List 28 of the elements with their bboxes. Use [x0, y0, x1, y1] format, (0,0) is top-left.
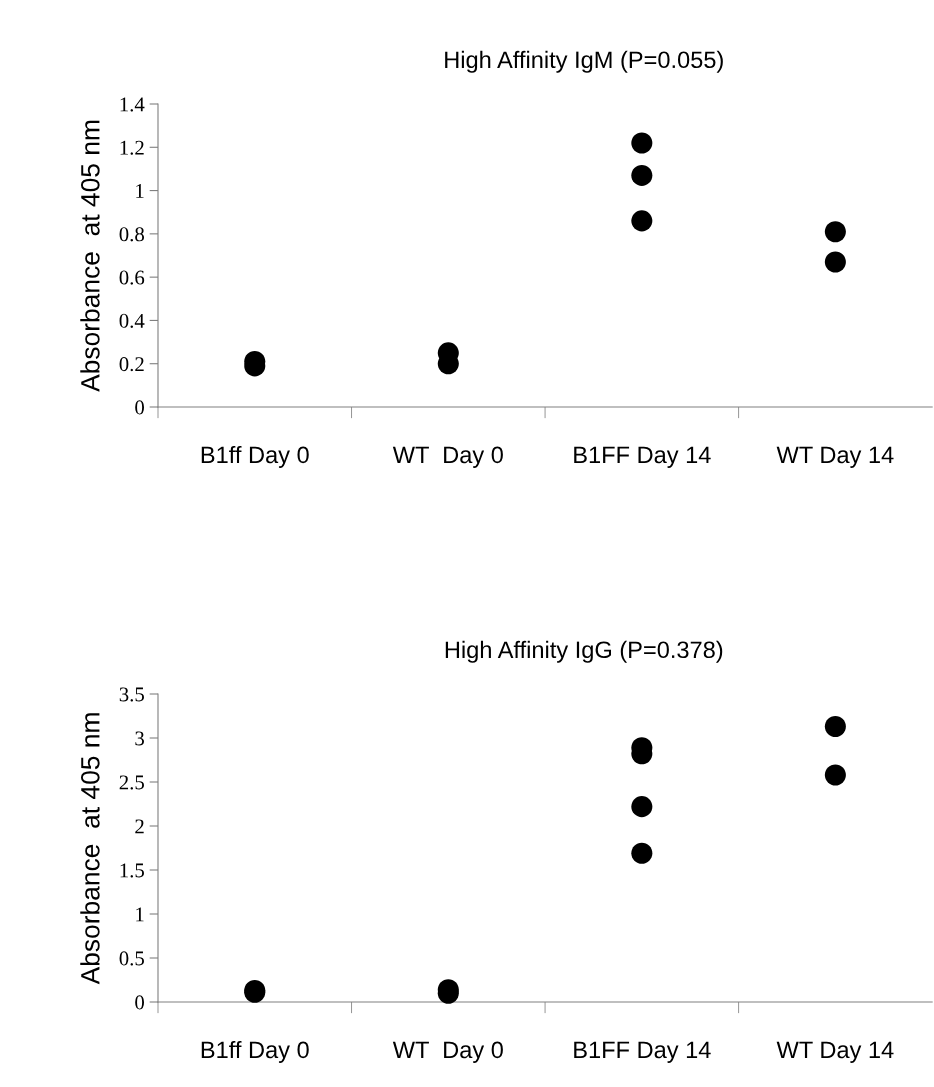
y-tick-label: 1: [136, 184, 144, 198]
y-tick-label: 0.8: [119, 227, 145, 242]
x-tick-label: WT Day 14: [776, 446, 894, 468]
x-tick-label: B1FF Day 14: [574, 1041, 711, 1063]
x-tick-label: B1ff Day 0: [201, 1040, 309, 1063]
y-tick-label: 0.2: [119, 357, 144, 372]
x-tick-label: WT Day 0: [392, 446, 503, 468]
y-tick-label: 1.5: [120, 863, 144, 878]
y-axis-title: Absorbance at 405 nm: [80, 120, 100, 392]
y-tick-label: 3: [135, 731, 144, 746]
y-tick-label: 2: [135, 819, 144, 834]
y-tick-label: 0.5: [119, 951, 144, 966]
chart-title: High Affinity IgM (P=0.055): [445, 50, 723, 73]
y-tick-label: 1: [136, 907, 144, 922]
y-tick-label: 2.5: [119, 775, 144, 790]
x-tick-label: B1FF Day 14: [574, 446, 711, 468]
x-tick-label: B1ff Day 0: [201, 445, 309, 468]
y-tick-label: 0.6: [119, 270, 145, 285]
y-tick-label: 0: [135, 995, 145, 1010]
y-axis-title: Absorbance at 405 nm: [80, 713, 100, 985]
y-tick-label: 1.4: [120, 97, 145, 112]
y-tick-label: 1.2: [120, 140, 144, 155]
x-tick-label: WT Day 0: [392, 1041, 503, 1063]
y-tick-label: 3.5: [119, 687, 144, 702]
x-tick-label: WT Day 14: [776, 1041, 894, 1063]
chart-title: High Affinity IgG (P=0.378): [445, 640, 723, 663]
y-tick-label: 0.4: [119, 313, 145, 328]
y-tick-label: 0: [135, 400, 145, 415]
